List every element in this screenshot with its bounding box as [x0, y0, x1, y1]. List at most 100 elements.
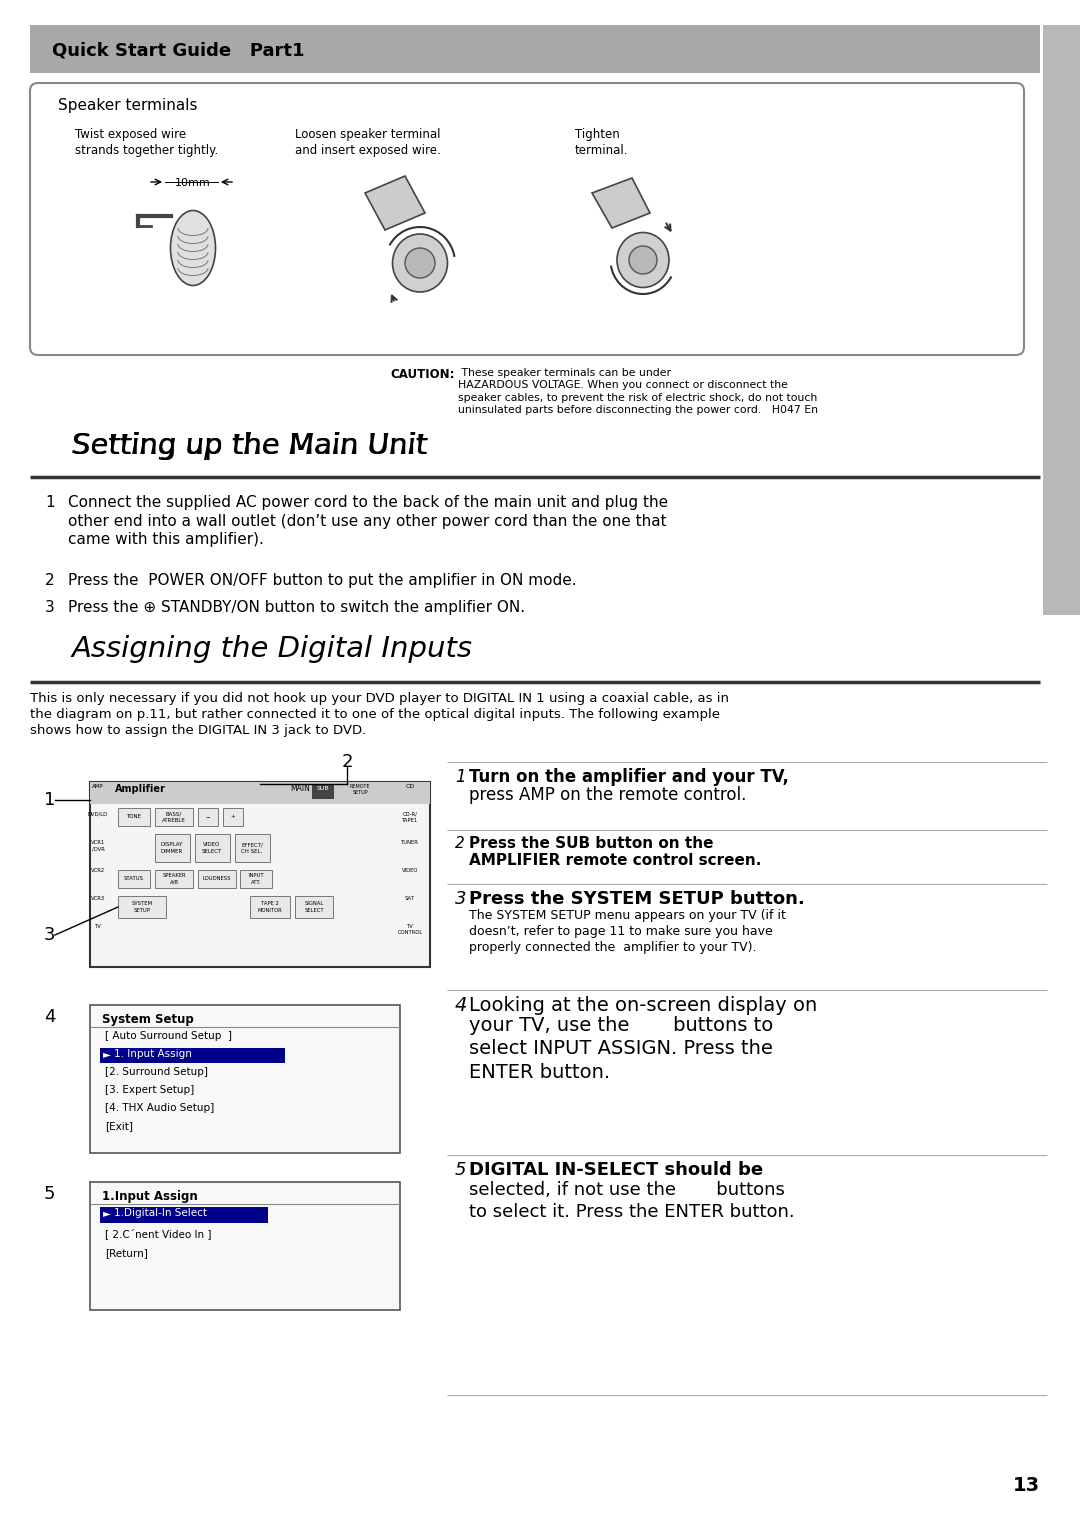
Text: Press the  POWER ON/OFF button to put the amplifier in ON mode.: Press the POWER ON/OFF button to put the…: [68, 572, 577, 588]
Text: CAUTION:: CAUTION:: [390, 368, 455, 382]
Text: ►: ►: [103, 1209, 111, 1218]
Text: Amplifier: Amplifier: [114, 784, 166, 794]
Text: Turn on the amplifier and your TV,: Turn on the amplifier and your TV,: [469, 768, 788, 786]
Bar: [90, 1006, 400, 1154]
Text: SPEAKER
A/B: SPEAKER A/B: [162, 873, 186, 885]
Text: The SYSTEM SETUP menu appears on your TV (if it
doesn’t, refer to page 11 to mak: The SYSTEM SETUP menu appears on your TV…: [469, 909, 786, 954]
Text: Press the ⊕ STANDBY/ON button to switch the amplifier ON.: Press the ⊕ STANDBY/ON button to switch …: [68, 600, 525, 615]
Text: DVD/LD: DVD/LD: [87, 812, 108, 816]
Text: REMOTE
SETUP: REMOTE SETUP: [350, 784, 370, 795]
Text: EFFECT/
CH SEL.: EFFECT/ CH SEL.: [241, 842, 262, 853]
Bar: [118, 896, 166, 919]
Text: SYSTEM
SETUP: SYSTEM SETUP: [132, 902, 152, 913]
Bar: [195, 835, 230, 862]
Text: SIGNAL
SELECT: SIGNAL SELECT: [305, 902, 324, 913]
Text: 3: 3: [45, 600, 55, 615]
Text: [ Auto Surround Setup  ]: [ Auto Surround Setup ]: [105, 1032, 232, 1041]
Text: your TV, use the       buttons to
select INPUT ASSIGN. Press the
ENTER button.: your TV, use the buttons to select INPUT…: [469, 1016, 773, 1082]
Text: 2: 2: [341, 752, 353, 771]
Bar: [100, 1207, 268, 1222]
Text: 4: 4: [455, 996, 468, 1015]
Ellipse shape: [392, 233, 447, 291]
Text: [ 2.C´nent Video In ]: [ 2.C´nent Video In ]: [105, 1228, 212, 1239]
Ellipse shape: [405, 249, 435, 278]
Bar: [240, 870, 272, 888]
Text: VIDEO: VIDEO: [402, 868, 418, 873]
Text: ►: ►: [103, 1048, 111, 1059]
Text: Looking at the on-screen display on: Looking at the on-screen display on: [469, 996, 818, 1015]
Text: AMPLIFIER remote control screen.: AMPLIFIER remote control screen.: [469, 853, 761, 868]
Bar: [118, 807, 150, 826]
Text: Tighten
terminal.: Tighten terminal.: [575, 128, 629, 157]
Text: +: +: [231, 815, 235, 819]
Text: TUNER: TUNER: [401, 839, 419, 845]
Text: VCR2: VCR2: [91, 868, 105, 873]
Text: TV
CONTROL: TV CONTROL: [397, 925, 422, 935]
Text: 10mm: 10mm: [175, 179, 211, 188]
Bar: [100, 1048, 285, 1064]
Text: 2: 2: [455, 836, 464, 852]
Text: [2. Surround Setup]: [2. Surround Setup]: [105, 1067, 208, 1077]
Text: STATUS: STATUS: [124, 876, 144, 882]
Text: DISPLAY
DIMMER: DISPLAY DIMMER: [161, 842, 184, 853]
Bar: [156, 835, 190, 862]
Bar: [312, 784, 334, 800]
Bar: [90, 781, 430, 967]
Text: 2: 2: [45, 572, 55, 588]
Text: TONE: TONE: [126, 815, 141, 819]
Text: 4: 4: [44, 1009, 55, 1025]
Text: Setting up the Main Unit: Setting up the Main Unit: [72, 432, 427, 459]
Text: Assigning the Digital Inputs: Assigning the Digital Inputs: [72, 635, 473, 662]
Text: INPUT
ATT.: INPUT ATT.: [248, 873, 264, 885]
Text: SAT: SAT: [405, 896, 415, 900]
Text: selected, if not use the       buttons
to select it. Press the ENTER button.: selected, if not use the buttons to sele…: [469, 1181, 795, 1221]
Ellipse shape: [617, 232, 669, 287]
Bar: [118, 870, 150, 888]
Text: [3. Expert Setup]: [3. Expert Setup]: [105, 1085, 194, 1096]
Bar: [295, 896, 333, 919]
Text: 1.Digital-In Select: 1.Digital-In Select: [114, 1209, 207, 1218]
Text: BASS/
ATREBLE: BASS/ ATREBLE: [162, 812, 186, 823]
Text: Press the SUB button on the: Press the SUB button on the: [469, 836, 714, 852]
Bar: [90, 1183, 400, 1309]
Bar: [198, 870, 237, 888]
Bar: [222, 807, 243, 826]
Text: Quick Start Guide   Part1: Quick Start Guide Part1: [52, 41, 305, 60]
Text: 1. Input Assign: 1. Input Assign: [114, 1048, 192, 1059]
Text: System Setup: System Setup: [102, 1013, 193, 1025]
Text: TV: TV: [95, 925, 102, 929]
Text: −: −: [205, 815, 211, 819]
Bar: [90, 1183, 400, 1309]
Bar: [30, 24, 1040, 73]
Text: VIDEO
SELECT: VIDEO SELECT: [202, 842, 222, 853]
FancyBboxPatch shape: [30, 82, 1024, 356]
Text: 1: 1: [455, 768, 465, 786]
Ellipse shape: [171, 211, 216, 285]
Text: TAPE 2
MONITOR: TAPE 2 MONITOR: [258, 902, 282, 913]
Text: VCR3: VCR3: [91, 896, 105, 900]
Text: CD: CD: [405, 784, 415, 789]
Text: This is only necessary if you did not hook up your DVD player to DIGITAL IN 1 us: This is only necessary if you did not ho…: [30, 691, 729, 737]
Text: 1.Input Assign: 1.Input Assign: [102, 1190, 198, 1202]
Text: DIGITAL IN-SELECT should be: DIGITAL IN-SELECT should be: [469, 1161, 764, 1180]
Text: Speaker terminals: Speaker terminals: [58, 98, 198, 113]
Text: MAIN: MAIN: [291, 784, 310, 794]
Text: [Exit]: [Exit]: [105, 1122, 133, 1131]
Bar: [1043, 24, 1080, 615]
Bar: [90, 781, 430, 804]
Text: SUB: SUB: [316, 786, 329, 790]
Bar: [90, 1006, 400, 1154]
Text: AMP: AMP: [92, 784, 104, 789]
Text: Setting up the Main Unit: Setting up the Main Unit: [72, 432, 428, 459]
Bar: [90, 781, 430, 967]
Text: 3: 3: [455, 890, 467, 908]
Text: 5: 5: [455, 1161, 467, 1180]
Text: press AMP on the remote control.: press AMP on the remote control.: [469, 786, 746, 804]
Bar: [198, 807, 218, 826]
Text: 5: 5: [44, 1186, 55, 1202]
Text: LOUDNESS: LOUDNESS: [203, 876, 231, 882]
Ellipse shape: [629, 246, 657, 275]
Polygon shape: [592, 179, 650, 227]
Text: CD-R/
TAPE1: CD-R/ TAPE1: [402, 812, 418, 823]
Text: 13: 13: [1013, 1476, 1040, 1495]
